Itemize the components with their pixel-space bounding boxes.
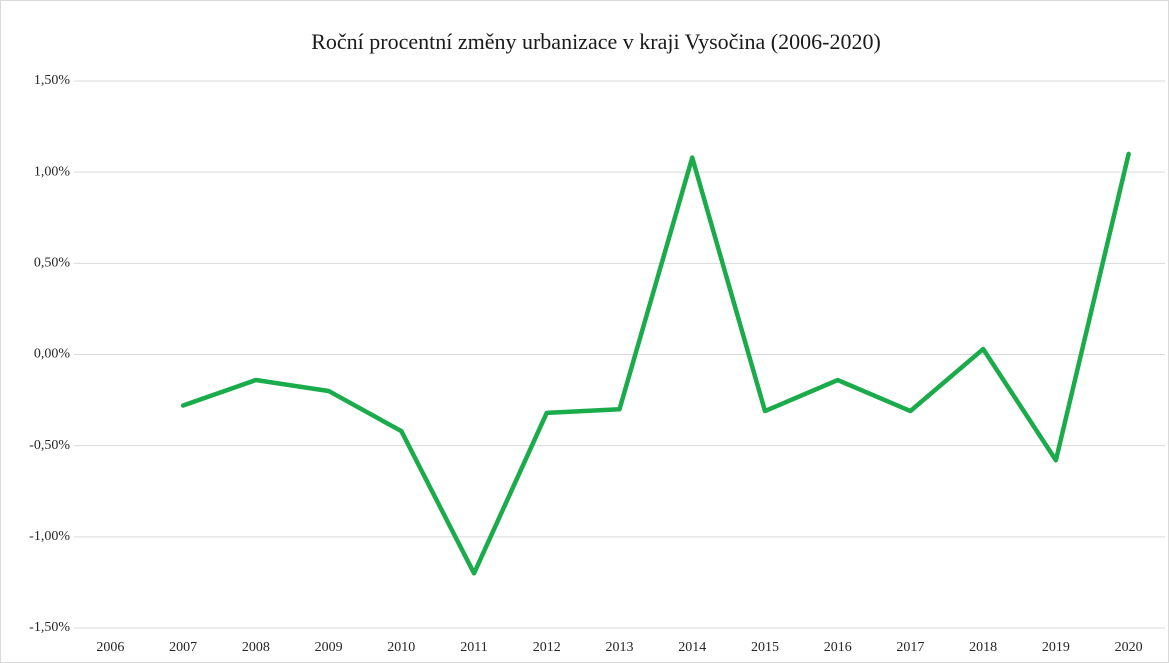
x-tick-label: 2020 <box>1115 640 1143 655</box>
x-tick-label: 2011 <box>460 640 487 655</box>
y-tick-label: 1,00% <box>34 164 71 179</box>
x-tick-label: 2007 <box>169 640 197 655</box>
x-tick-label: 2017 <box>896 640 924 655</box>
y-tick-label: 1,50% <box>34 73 71 88</box>
x-tick-label: 2019 <box>1042 640 1070 655</box>
y-tick-label: 0,00% <box>34 347 71 362</box>
chart-title: Roční procentní změny urbanizace v kraji… <box>311 29 881 54</box>
y-tick-label: -1,50% <box>29 620 70 635</box>
y-tick-label: -0,50% <box>29 438 70 453</box>
x-tick-label: 2008 <box>242 640 270 655</box>
data-line <box>180 151 1131 576</box>
x-tick-label: 2014 <box>678 640 706 655</box>
x-tick-label: 2018 <box>969 640 997 655</box>
y-tick-label: 0,50% <box>34 256 71 271</box>
x-tick-label: 2009 <box>315 640 343 655</box>
x-tick-label: 2006 <box>96 640 124 655</box>
x-tick-label: 2010 <box>387 640 415 655</box>
x-tick-label: 2016 <box>824 640 852 655</box>
x-tick-label: 2015 <box>751 640 779 655</box>
x-tick-label: 2012 <box>533 640 561 655</box>
y-tick-label: -1,00% <box>29 529 70 544</box>
x-tick-label: 2013 <box>606 640 634 655</box>
